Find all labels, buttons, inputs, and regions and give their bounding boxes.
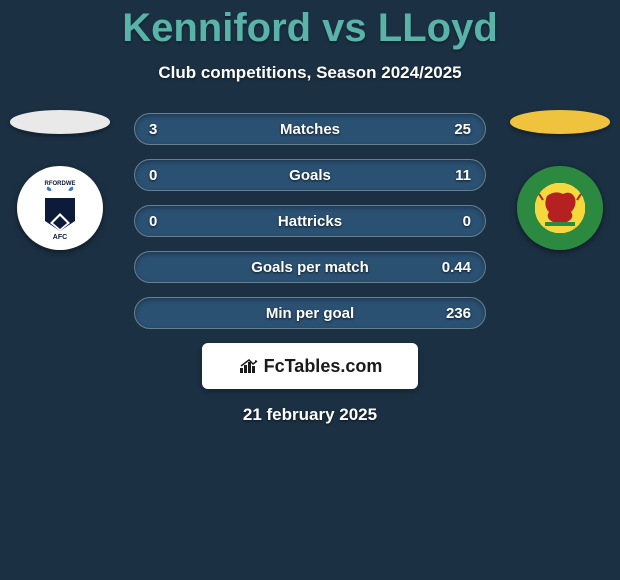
stat-row: 3 Matches 25 [0, 113, 620, 145]
stat-left-value: 0 [149, 167, 157, 184]
stat-label: Hattricks [278, 213, 342, 230]
stat-bar: 0 Goals 11 [134, 159, 486, 191]
stat-bar: 0 Hattricks 0 [134, 205, 486, 237]
stat-row: 0 Hattricks 0 [0, 205, 620, 237]
comparison-title: Kenniford vs LLoyd [0, 0, 620, 51]
stat-right-value: 236 [446, 305, 471, 322]
stat-right-value: 25 [454, 121, 471, 138]
stat-left-value: 0 [149, 213, 157, 230]
stat-right-value: 11 [455, 167, 471, 184]
chart-icon [238, 357, 260, 375]
stat-right-value: 0.44 [442, 259, 471, 276]
comparison-subtitle: Club competitions, Season 2024/2025 [0, 63, 620, 83]
stat-bar: Min per goal 236 [134, 297, 486, 329]
stat-label: Min per goal [266, 305, 354, 322]
stat-row: Min per goal 236 [0, 297, 620, 329]
stat-bar: 3 Matches 25 [134, 113, 486, 145]
generated-date: 21 february 2025 [0, 405, 620, 425]
logo-text: FcTables.com [238, 356, 383, 377]
stat-right-value: 0 [463, 213, 471, 230]
stats-list: 3 Matches 25 0 Goals 11 0 Hattricks 0 Go… [0, 113, 620, 329]
fctables-logo: FcTables.com [202, 343, 418, 389]
stat-label: Goals per match [251, 259, 369, 276]
stat-label: Goals [289, 167, 331, 184]
stat-label: Matches [280, 121, 340, 138]
stat-row: 0 Goals 11 [0, 159, 620, 191]
stat-row: Goals per match 0.44 [0, 251, 620, 283]
logo-label: FcTables.com [264, 356, 383, 377]
stat-bar: Goals per match 0.44 [134, 251, 486, 283]
stat-left-value: 3 [149, 121, 157, 138]
